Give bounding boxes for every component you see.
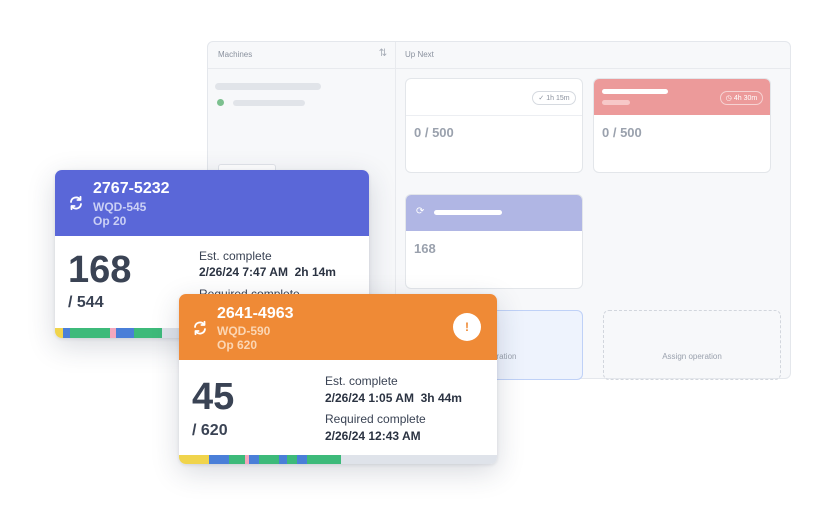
required-complete-value: 2/26/24 12:43 AM [325,429,421,443]
required-complete-label: Required complete [325,412,426,426]
job-number: 2767-5232 [93,180,170,197]
board-header [208,42,790,69]
completed-count: 168 [68,249,132,291]
machine-detail-placeholder [233,100,305,106]
sync-icon [70,195,82,211]
operation-number: Op 620 [217,338,258,352]
sync-icon: ⟳ [416,206,425,217]
time-pill: ✓ 1h 15m [532,91,576,105]
part-number: WQD-545 [93,200,147,214]
check-icon: ✓ [538,95,547,102]
job-number: 2641-4963 [217,305,294,322]
up-next-header: Up Next [405,50,434,59]
operation-number: Op 20 [93,214,127,228]
machine-name-placeholder [215,83,321,90]
progress-timeline [179,455,497,464]
queued-job-count: 0 / 500 [414,125,454,140]
time-pill: ◷ 4h 30m [720,91,763,105]
total-count: / 544 [68,294,104,311]
assign-operation-label: Assign operation [662,352,722,361]
queued-job-card[interactable]: ✓ 1h 15m 0 / 500 [405,78,583,173]
subtitle-placeholder [602,100,630,105]
queued-job-count: 0 / 500 [602,125,642,140]
total-count: / 620 [192,422,228,439]
est-complete-label: Est. complete [199,249,272,263]
job-card[interactable]: 2641-4963 WQD-590 Op 620 ! 45 / 620 Est.… [179,294,497,464]
queued-job-card[interactable]: ⟳ 168 [405,194,583,289]
title-placeholder [602,89,668,94]
est-complete-label: Est. complete [325,374,398,388]
assign-operation-label: eration [492,352,517,361]
job-card-header [55,170,369,236]
sync-icon [194,320,206,336]
alert-icon[interactable]: ! [453,313,481,341]
title-placeholder [434,210,502,215]
part-number: WQD-590 [217,324,271,338]
sort-arrows-icon[interactable]: ⇅ [378,48,388,59]
machine-status-dot [217,99,224,106]
queued-job-card[interactable]: ◷ 4h 30m 0 / 500 [593,78,771,173]
est-complete-value: 2/26/24 7:47 AM 2h 14m [199,265,336,279]
column-divider [395,42,396,378]
machines-header: Machines [218,50,253,59]
assign-operation-slot[interactable]: Assign operation [603,310,781,380]
clock-icon: ◷ [725,95,734,102]
queued-job-header [406,79,582,116]
queued-job-count: 168 [414,241,436,256]
completed-count: 45 [192,376,235,418]
job-card-header [179,294,497,360]
queued-job-header [594,79,770,115]
est-complete-value: 2/26/24 1:05 AM 3h 44m [325,391,462,405]
